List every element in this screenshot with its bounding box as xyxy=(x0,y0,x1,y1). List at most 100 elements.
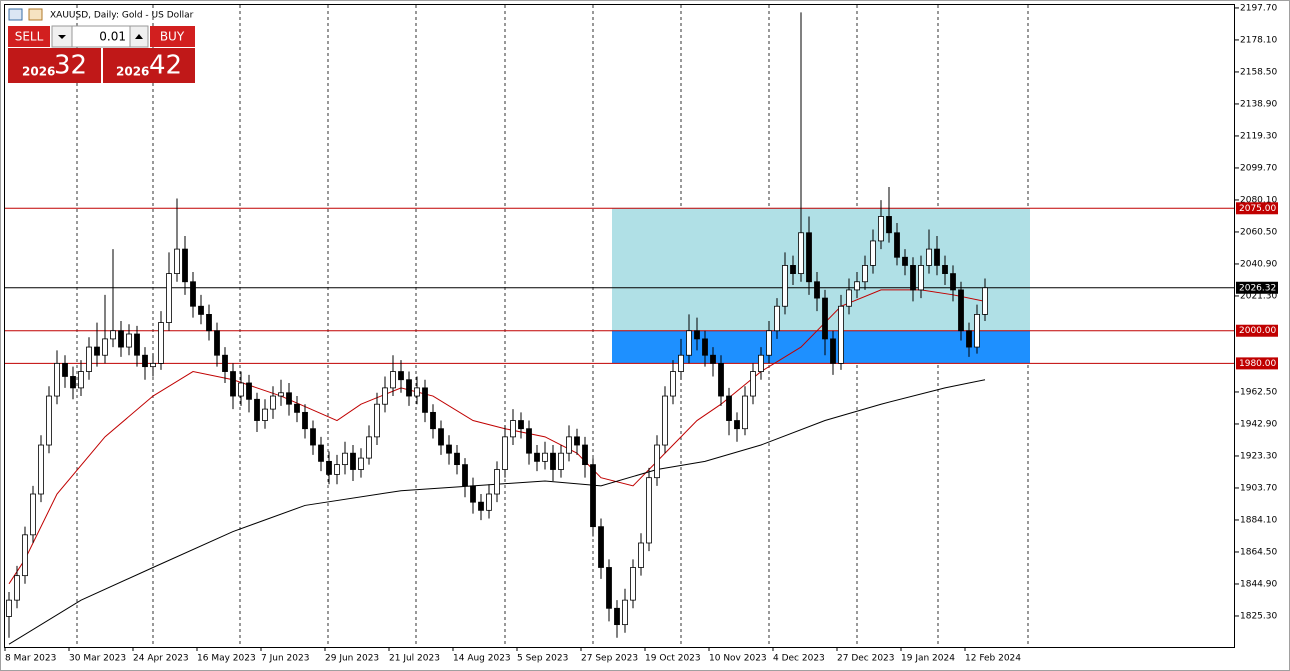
y-tick-label: 2158.50 xyxy=(1240,67,1277,77)
candle-body xyxy=(902,256,908,266)
bid-box[interactable] xyxy=(8,48,101,83)
candle-body xyxy=(766,330,772,356)
candle-body xyxy=(118,330,124,348)
price-level-label: 2075.00 xyxy=(1239,204,1276,214)
candle-body xyxy=(502,436,508,470)
candle-body xyxy=(614,607,620,626)
x-tick-label: 8 Mar 2023 xyxy=(5,654,56,664)
candle-body xyxy=(838,305,844,364)
candle-body xyxy=(22,534,28,577)
candle-body xyxy=(126,333,132,348)
ask-box[interactable] xyxy=(103,48,195,83)
candle-body xyxy=(254,398,260,421)
candle-body xyxy=(270,395,276,410)
candle-body xyxy=(646,477,652,544)
y-tick-label: 1923.30 xyxy=(1240,451,1277,461)
candle-body xyxy=(54,362,60,397)
candle-body xyxy=(934,248,940,266)
candle-body xyxy=(238,382,244,397)
candle-body xyxy=(894,232,900,258)
arrow xyxy=(135,34,143,39)
candle-body xyxy=(342,452,348,466)
candle-body xyxy=(62,362,68,377)
current-price-label: 2026.32 xyxy=(1239,283,1276,293)
x-tick-label: 24 Apr 2023 xyxy=(133,654,189,664)
sell-button[interactable] xyxy=(8,26,50,47)
candle-body xyxy=(94,346,100,356)
candle-body xyxy=(702,338,708,356)
candle-body xyxy=(286,392,292,405)
plot xyxy=(5,5,1235,647)
y-tick-label: 2138.90 xyxy=(1240,99,1277,109)
candle-body xyxy=(78,371,84,389)
candle-body xyxy=(958,289,964,332)
y-tick-label: 2099.70 xyxy=(1240,163,1277,173)
y-tick-label: 2197.70 xyxy=(1240,3,1277,13)
candle-body xyxy=(398,371,404,381)
y-tick-label: 1962.50 xyxy=(1240,387,1277,397)
candle-body xyxy=(870,240,876,266)
candle-body xyxy=(142,354,148,368)
candle-body xyxy=(558,452,564,470)
candle-body xyxy=(510,420,516,438)
candle-body xyxy=(590,464,596,528)
candle-body xyxy=(966,330,972,348)
candle-body xyxy=(638,542,644,568)
candle-body xyxy=(734,420,740,430)
candle-body xyxy=(918,265,924,291)
candle-body xyxy=(790,265,796,274)
candle-body xyxy=(366,436,372,459)
candle-body xyxy=(190,281,196,307)
icon xyxy=(8,8,23,21)
y-tick-label: 2021.30 xyxy=(1240,291,1277,301)
y-tick-label: 2119.30 xyxy=(1240,131,1277,141)
buy-label: BUY xyxy=(160,30,185,44)
candle-body xyxy=(806,232,812,283)
candle-body xyxy=(446,444,452,454)
candle-body xyxy=(262,408,268,421)
x-tick-label: 5 Sep 2023 xyxy=(517,654,568,664)
candle-body xyxy=(222,354,228,372)
candle-body xyxy=(886,216,892,234)
candle-body xyxy=(166,273,172,323)
candle-body xyxy=(534,452,540,462)
x-tick-label: 19 Jan 2024 xyxy=(901,654,955,664)
candle-body xyxy=(6,599,12,617)
candle-body xyxy=(670,371,676,397)
y-tick-label: 2178.10 xyxy=(1240,35,1277,45)
candle-body xyxy=(654,444,660,479)
candle-body xyxy=(174,248,180,274)
x-tick-label: 21 Jul 2023 xyxy=(389,654,440,664)
candle-body xyxy=(942,265,948,274)
candle-body xyxy=(782,265,788,307)
candle-body xyxy=(494,469,500,495)
candle-body xyxy=(486,493,492,511)
candle-body xyxy=(374,403,380,438)
y-tick-label: 1884.10 xyxy=(1240,515,1277,525)
buy-button[interactable] xyxy=(150,26,195,47)
candle-body xyxy=(550,452,556,470)
y-tick-label: 1844.90 xyxy=(1240,579,1277,589)
candle-body xyxy=(694,330,700,340)
plot-frame xyxy=(4,4,1235,648)
candle-body xyxy=(862,265,868,283)
candle-body xyxy=(678,354,684,372)
candle-body xyxy=(710,354,716,364)
candle-body xyxy=(102,338,108,356)
candle-body xyxy=(390,371,396,389)
candle-body xyxy=(518,420,524,430)
candle-body xyxy=(422,387,428,413)
price-level-tag xyxy=(1236,324,1278,337)
candle-body xyxy=(30,493,36,536)
candle-body xyxy=(878,216,884,242)
candle-body xyxy=(606,567,612,609)
candle-body xyxy=(158,322,164,364)
candle-body xyxy=(430,411,436,430)
price-level-label: 1980.00 xyxy=(1239,359,1276,369)
x-tick-label: 19 Oct 2023 xyxy=(645,654,701,664)
candle-body xyxy=(454,452,460,466)
candle-body xyxy=(726,395,732,421)
candle-body xyxy=(542,452,548,462)
candle-body xyxy=(662,395,668,446)
